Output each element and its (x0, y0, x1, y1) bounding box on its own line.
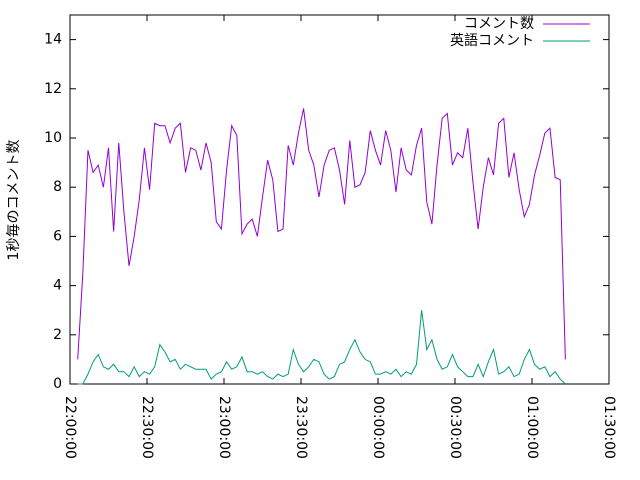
y-tick-label: 4 (53, 278, 62, 294)
y-tick-label: 14 (44, 32, 62, 48)
y-tick-label: 12 (44, 81, 62, 97)
y-tick-label: 2 (53, 327, 62, 343)
x-tick-label: 01:00:00 (524, 396, 540, 459)
y-axis-label: 1秒毎のコメント数 (6, 140, 22, 261)
plot-border (69, 14, 610, 385)
x-tick-label: 22:30:00 (139, 396, 155, 459)
legend-label: 英語コメント (450, 32, 534, 49)
x-tick-label: 01:30:00 (601, 396, 617, 459)
x-tick-label: 00:30:00 (447, 396, 463, 459)
x-tick-label: 00:00:00 (370, 396, 386, 459)
series-line (77, 310, 566, 385)
y-tick-label: 8 (53, 179, 62, 195)
series-line (77, 108, 566, 360)
legend-label: コメント数 (464, 16, 534, 32)
x-tick-label: 23:30:00 (293, 396, 309, 459)
x-tick-label: 22:00:00 (62, 396, 78, 459)
y-tick-label: 6 (53, 228, 62, 244)
y-tick-label: 10 (44, 130, 62, 146)
x-tick-label: 23:00:00 (216, 396, 232, 459)
y-tick-label: 0 (53, 376, 62, 392)
